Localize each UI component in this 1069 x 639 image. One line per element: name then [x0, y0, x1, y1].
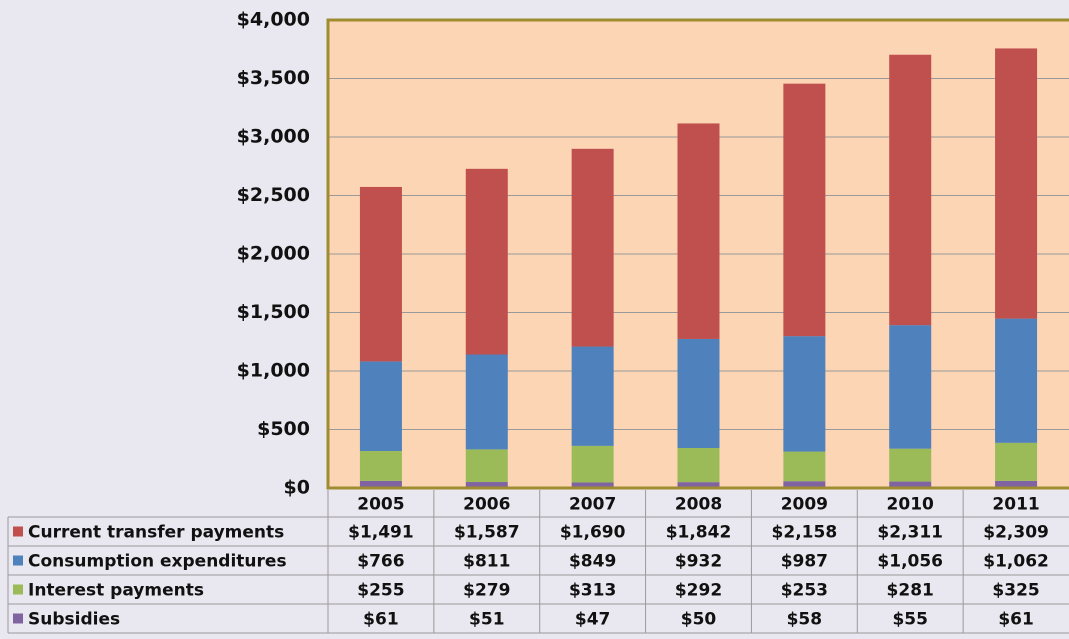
table-value: $55 [892, 610, 928, 630]
x-tick-label: 2011 [992, 495, 1039, 515]
bar-segment [359, 186, 402, 362]
table-value: $1,062 [983, 552, 1049, 572]
bar-segment [571, 445, 614, 483]
table-value: $987 [781, 552, 828, 572]
legend-label: Subsidies [28, 610, 120, 630]
bar-segment [889, 448, 932, 482]
table-value: $51 [469, 610, 505, 630]
bar-segment [783, 336, 826, 452]
x-tick-label: 2010 [887, 495, 934, 515]
bar-segment [995, 480, 1038, 488]
table-value: $811 [463, 552, 510, 572]
table-value: $61 [363, 610, 399, 630]
table-value: $1,587 [454, 523, 520, 543]
table-value: $61 [998, 610, 1034, 630]
bar-segment [359, 480, 402, 488]
legend-swatch [13, 613, 23, 624]
bar-segment [995, 48, 1038, 319]
table-value: $1,056 [877, 552, 943, 572]
bar-segment [677, 482, 720, 488]
y-tick-label: $3,500 [237, 67, 310, 89]
table-value: $932 [675, 552, 722, 572]
table-value: $1,842 [666, 523, 732, 543]
table-value: $47 [575, 610, 611, 630]
bar-segment [465, 354, 508, 450]
x-tick-label: 2009 [781, 495, 828, 515]
bar-segment [783, 481, 826, 488]
legend-label: Interest payments [28, 581, 204, 601]
table-value: $58 [787, 610, 823, 630]
y-tick-label: $4,000 [237, 9, 310, 31]
plot-border [326, 18, 1069, 490]
bar-segment [359, 361, 402, 452]
x-tick-label: 2008 [675, 495, 722, 515]
bar-segment [995, 318, 1038, 443]
bar-segment [677, 447, 720, 483]
x-tick-label: 2007 [569, 495, 616, 515]
y-tick-label: $1,000 [237, 360, 310, 382]
table-value: $50 [681, 610, 717, 630]
table-value: $281 [887, 581, 934, 601]
y-tick-label: $500 [257, 418, 310, 440]
table-value: $279 [463, 581, 510, 601]
legend-swatch [13, 526, 23, 537]
bar-segment [465, 482, 508, 488]
x-tick-label: 2006 [463, 495, 510, 515]
y-tick-label: $2,500 [237, 184, 310, 206]
x-tick-label: 2005 [357, 495, 404, 515]
table-value: $255 [357, 581, 404, 601]
table-value: $325 [992, 581, 1039, 601]
table-value: $1,690 [560, 523, 626, 543]
bar-segment [889, 325, 932, 449]
legend-label: Consumption expenditures [28, 552, 287, 572]
table-value: $1,491 [348, 523, 414, 543]
table-value: $2,158 [772, 523, 838, 543]
bar-segment [571, 346, 614, 446]
bar-segment [995, 442, 1038, 481]
table-value: $766 [357, 552, 404, 572]
bar-segment [465, 449, 508, 483]
y-tick-label: $1,500 [237, 301, 310, 323]
legend-label: Current transfer payments [28, 523, 284, 543]
bar-segment [571, 482, 614, 488]
bar-segment [889, 54, 932, 326]
table-value: $2,309 [983, 523, 1049, 543]
bar-segment [783, 83, 826, 337]
bar-segment [465, 168, 508, 355]
y-tick-label: $0 [284, 477, 310, 499]
table-value: $313 [569, 581, 616, 601]
table-value: $849 [569, 552, 616, 572]
y-tick-label: $2,000 [237, 243, 310, 265]
table-value: $253 [781, 581, 828, 601]
table-value: $2,311 [877, 523, 943, 543]
bar-segment [889, 481, 932, 488]
bar-segment [677, 123, 720, 339]
legend-swatch [13, 555, 23, 566]
table-value: $292 [675, 581, 722, 601]
bar-segment [783, 451, 826, 482]
bar-segment [677, 338, 720, 448]
bar-segment [359, 451, 402, 481]
bar-segment [571, 148, 614, 347]
legend-swatch [13, 584, 23, 595]
y-tick-label: $3,000 [237, 126, 310, 148]
